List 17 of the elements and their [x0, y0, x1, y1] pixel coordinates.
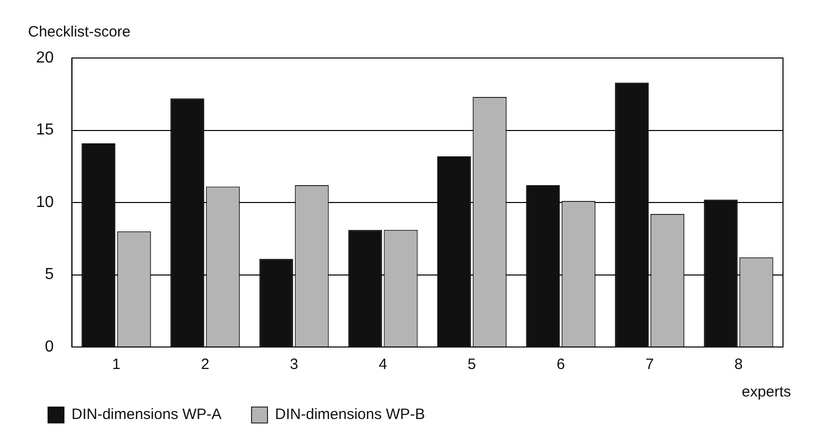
y-tick-label: 20: [36, 49, 54, 66]
x-tick-label: 5: [468, 356, 476, 374]
y-tick-label: 15: [36, 122, 54, 139]
x-tick-label: 7: [645, 356, 654, 374]
legend-label: DIN-dimensions WP-B: [275, 406, 426, 424]
y-tick-label: 10: [36, 194, 54, 211]
x-tick-label: 6: [556, 356, 565, 374]
x-tick-label: 8: [734, 356, 743, 374]
y-axis-title: Checklist-score: [28, 24, 131, 41]
y-tick-label: 5: [44, 266, 54, 284]
x-axis-title: experts: [742, 384, 791, 401]
x-tick-label: 1: [112, 356, 120, 374]
x-tick-label: 3: [290, 356, 298, 374]
legend-label: DIN-dimensions WP-A: [72, 406, 222, 424]
y-tick-label: 0: [44, 338, 54, 356]
x-tick-label: 4: [378, 356, 388, 374]
x-tick-label: 2: [200, 356, 210, 374]
